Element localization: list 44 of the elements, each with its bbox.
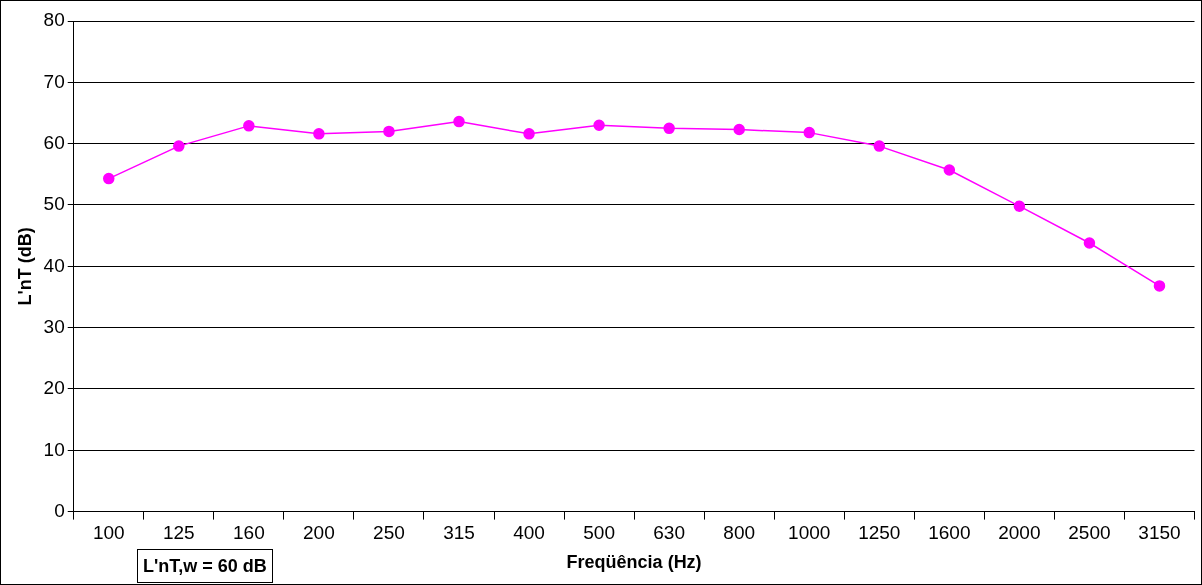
x-tick-label: 160 (233, 522, 265, 544)
y-tick-label: 0 (54, 499, 65, 521)
y-tick-label: 70 (43, 70, 65, 92)
y-tick-label: 30 (43, 315, 65, 337)
x-tick-label: 3150 (1138, 522, 1181, 544)
point (593, 119, 605, 131)
point (173, 140, 185, 152)
y-axis-title: L'nT (dB) (14, 227, 35, 306)
point (313, 128, 325, 140)
y-tick-label: 40 (43, 254, 65, 276)
y-tick-label: 50 (43, 193, 65, 215)
x-tick-label: 125 (162, 522, 195, 544)
point (873, 140, 886, 152)
x-tick-label: 2500 (1068, 522, 1111, 544)
x-tick-label: 100 (92, 522, 125, 544)
point (663, 122, 675, 135)
point (453, 115, 465, 128)
x-tick-label: 1600 (928, 522, 971, 544)
x-tick-label: 800 (723, 522, 756, 544)
y-tick-label: 60 (43, 131, 65, 153)
point (733, 123, 745, 136)
x-tick-label: 1000 (788, 522, 831, 544)
point (1153, 280, 1166, 292)
y-tick-label: 80 (43, 9, 65, 31)
point (1013, 200, 1026, 212)
point (243, 120, 255, 132)
x-tick-label: 2000 (998, 522, 1041, 544)
x-tick-label: 250 (373, 522, 405, 544)
point (103, 172, 115, 185)
x-tick-label: 200 (303, 522, 335, 544)
x-tick-label: 400 (513, 522, 545, 544)
point (383, 125, 395, 138)
text: L'nT,w = 60 dB (137, 549, 273, 583)
x-axis-title: Freqüência (Hz) (566, 552, 702, 573)
point (803, 126, 815, 139)
point (1083, 237, 1096, 249)
point (943, 164, 956, 176)
x-tick-label: 500 (583, 522, 615, 544)
y-tick-label: 20 (43, 377, 65, 399)
x-tick-label: 315 (443, 522, 475, 544)
x-tick-label: 630 (653, 522, 685, 544)
y-tick-label: 10 (43, 438, 65, 460)
point (523, 128, 535, 140)
x-tick-label: 1250 (858, 522, 901, 544)
